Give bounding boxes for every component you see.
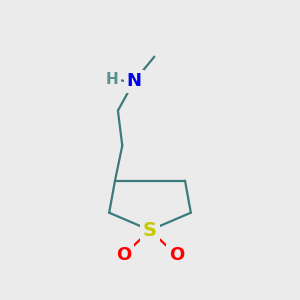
Text: N: N	[127, 73, 142, 91]
Text: O: O	[169, 246, 184, 264]
Text: H: H	[106, 73, 118, 88]
Text: O: O	[116, 246, 131, 264]
Text: S: S	[143, 221, 157, 240]
